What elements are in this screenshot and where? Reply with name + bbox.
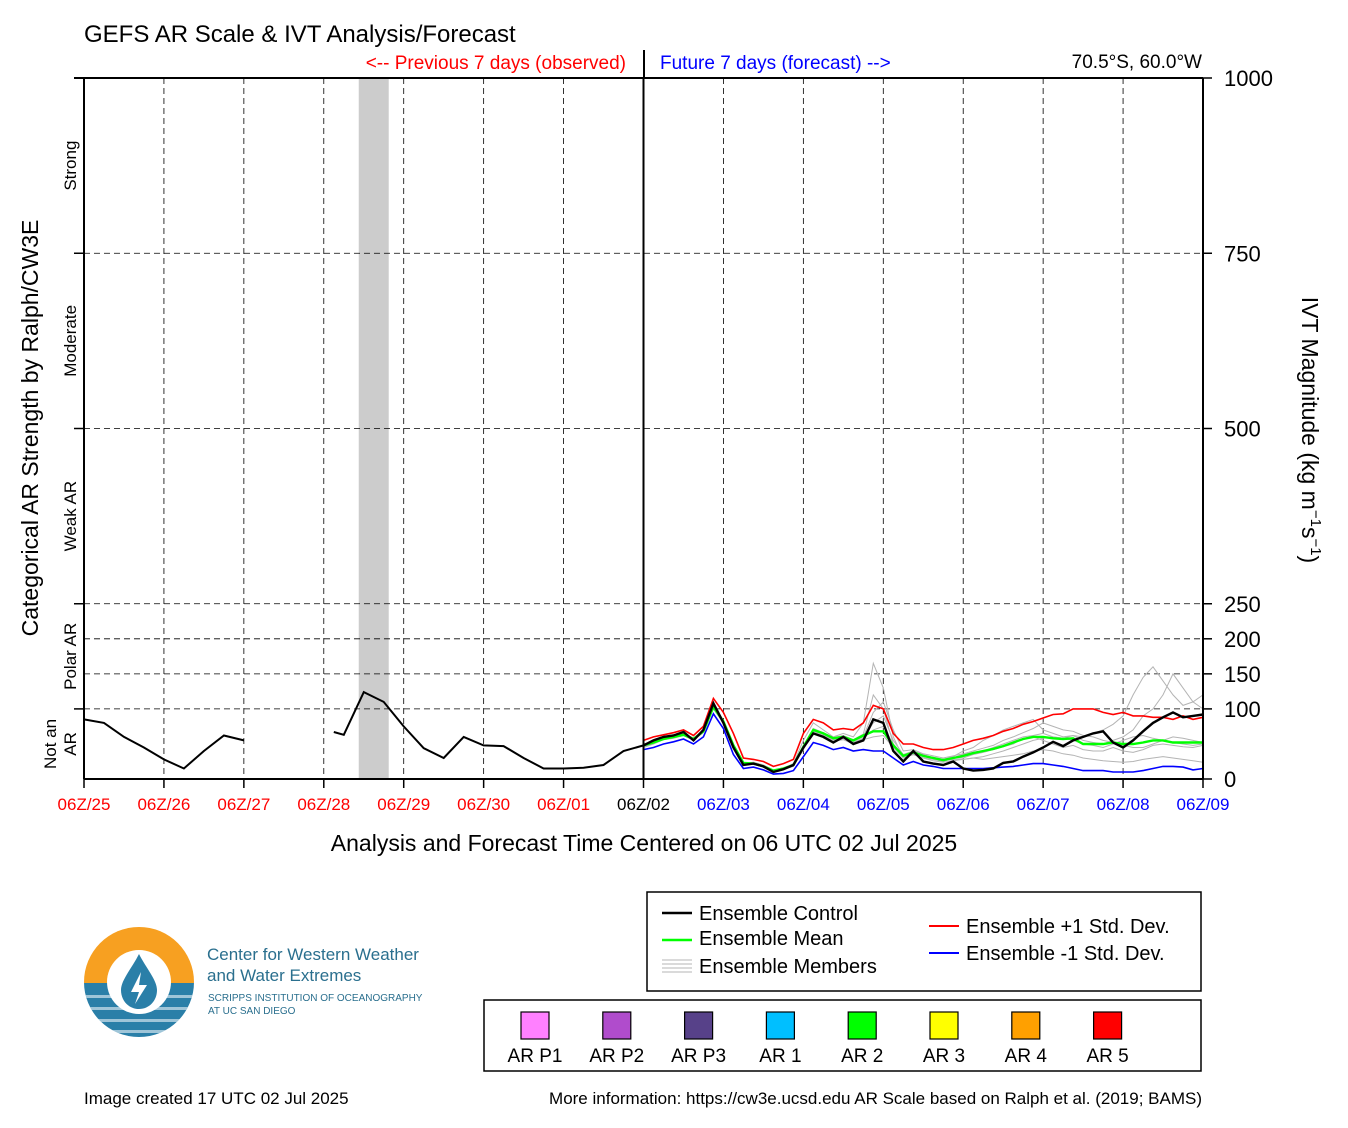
ar-scale-swatch [847,1011,877,1040]
category-labels-group: Not an AR Polar AR Weak AR Moderate Strong [41,141,80,769]
ensemble-member-line [643,672,1204,773]
axes-group [74,77,1212,788]
ar-scale-swatch [1011,1011,1041,1040]
x-tick-label: 06Z/25 [58,795,111,814]
category-label: Not an [41,719,60,769]
grid-group [84,78,1203,779]
x-tick-label: 06Z/09 [1177,795,1230,814]
legend-control-label: Ensemble Control [699,903,858,925]
more-info-note: More information: https://cw3e.ucsd.edu … [549,1089,1202,1108]
future-period-label: Future 7 days (forecast) --> [660,53,891,74]
x-tick-labels-group: 06Z/25 06Z/26 06Z/27 06Z/28 06Z/29 06Z/30 06Z/… [58,795,1230,814]
location-label: 70.5°S, 60.0°W [1072,52,1202,73]
ar-scale-label: AR P3 [671,1046,726,1067]
ar-scale-label: AR P2 [589,1046,644,1067]
y-axis-label-left: Categorical AR Strength by Ralph/CW3E [17,220,43,637]
y-tick-label: 750 [1224,241,1261,266]
x-tick-label: 06Z/07 [1017,795,1070,814]
ar-scale-label: AR 3 [923,1046,965,1067]
y-tick-label: 200 [1224,627,1261,652]
category-label: AR [61,732,80,756]
x-tick-label: 06Z/08 [1097,795,1150,814]
ar-scale-label: AR 5 [1086,1046,1128,1067]
x-tick-label: 06Z/27 [217,795,270,814]
series-line-minus [643,712,1204,775]
ar-scale-swatch [765,1011,796,1040]
ar-scale-swatch [929,1011,959,1040]
ar-scale-swatch [683,1011,714,1040]
ar-scale-swatch [520,1011,550,1040]
ar-scale-legend-items: AR P1 AR P2 AR P3 AR 1 AR 2 AR 3 AR 4 AR 5 [508,1011,1129,1067]
x-tick-label: 06Z/03 [697,795,750,814]
category-label: Strong [61,141,80,191]
y-tick-label: 150 [1224,662,1261,687]
ar-scale-swatch [1092,1011,1123,1040]
ar-scale-label: AR 2 [841,1046,883,1067]
x-tick-label: 06Z/01 [537,795,590,814]
x-tick-label: 06Z/06 [937,795,990,814]
y-tick-label: 100 [1224,697,1261,722]
x-tick-label: 06Z/28 [297,795,350,814]
legend-members-swatch [662,959,692,973]
category-label: Weak AR [61,481,80,552]
ar-event-shade [358,78,389,779]
y-tick-label: 0 [1224,767,1236,792]
logo-sub-line2: AT UC SAN DIEGO [208,1006,296,1017]
x-tick-label: 06Z/04 [777,795,830,814]
logo-sub-line1: SCRIPPS INSTITUTION OF OCEANOGRAPHY [208,993,423,1004]
y-tick-label: 250 [1224,592,1261,617]
image-created-note: Image created 17 UTC 02 Jul 2025 [84,1089,349,1108]
observed-ivt-line [333,690,644,770]
x-tick-label: 06Z/05 [857,795,910,814]
y-tick-labels-group: 0 100 150 200 250 500 750 1000 [1224,66,1273,792]
ar-event-shading-group [358,78,389,779]
x-tick-label: 06Z/26 [137,795,190,814]
legend-plus-label: Ensemble +1 Std. Dev. [966,916,1170,938]
observed-ivt-line [83,718,245,770]
ar-scale-label: AR 1 [759,1046,801,1067]
ar-scale-label: AR P1 [508,1046,563,1067]
category-label: Polar AR [61,623,80,690]
series-line-control [642,700,1204,774]
cw3e-logo: Center for Western Weather and Water Ext… [84,927,423,1037]
y-tick-label: 500 [1224,417,1261,442]
ensemble-legend-box [646,891,1202,992]
x-tick-label: 06Z/30 [457,795,510,814]
y-axis-label-right: IVT Magnitude (kg m−1s−1) [1297,297,1324,563]
chart-title: GEFS AR Scale & IVT Analysis/Forecast [84,21,516,48]
category-label: Moderate [61,305,80,377]
legend-members-label: Ensemble Members [699,956,877,978]
series-group [83,690,1204,775]
logo-name-line1: Center for Western Weather [207,945,419,964]
x-tick-label: 06Z/29 [377,795,430,814]
x-tick-label: 06Z/02 [617,795,670,814]
legend-minus-label: Ensemble -1 Std. Dev. [966,943,1165,965]
ar-scale-label: AR 4 [1005,1046,1048,1067]
legend-mean-label: Ensemble Mean [699,928,844,950]
ar-scale-swatch [602,1011,632,1040]
logo-name-line2: and Water Extremes [207,966,361,985]
x-axis-label: Analysis and Forecast Time Centered on 0… [331,830,957,856]
y-tick-label: 1000 [1224,66,1273,91]
previous-period-label: <-- Previous 7 days (observed) [366,53,626,74]
series-line-plus [643,696,1204,768]
